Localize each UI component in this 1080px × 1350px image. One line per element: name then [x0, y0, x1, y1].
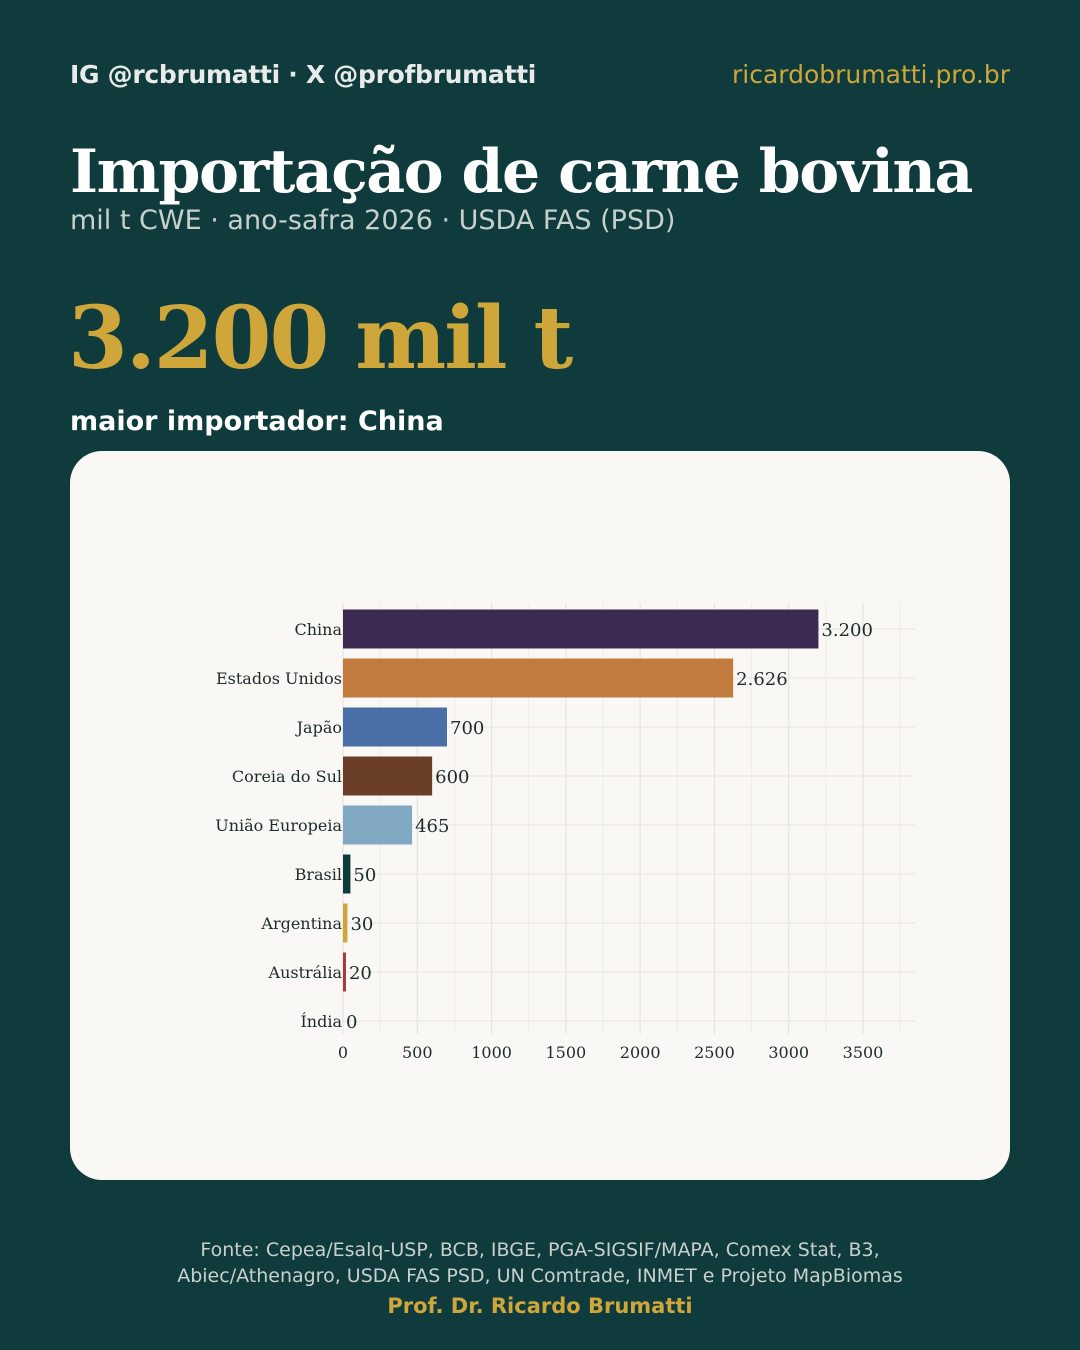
- y-category-label: China: [294, 620, 342, 639]
- y-category-label: Coreia do Sul: [232, 767, 342, 786]
- page-subtitle: mil t CWE · ano-safra 2026 · USDA FAS (P…: [70, 205, 676, 236]
- y-category-label: União Europeia: [215, 816, 342, 835]
- bar-value-label: 600: [435, 767, 469, 788]
- y-category-label: Argentina: [260, 914, 342, 933]
- x-tick-label: 1500: [545, 1043, 586, 1062]
- x-tick-label: 2500: [694, 1043, 735, 1062]
- author-credit: Prof. Dr. Ricardo Brumatti: [387, 1294, 693, 1318]
- chart-card: 0 500 1000 1500 2000 2500 3000 3500 China 3.200 Es…: [70, 451, 1010, 1180]
- x-tick-label: 3500: [843, 1043, 884, 1062]
- x-tick-label: 2000: [620, 1043, 661, 1062]
- y-category-label: Austrália: [268, 963, 343, 982]
- source-line-1: Fonte: Cepea/Esalq-USP, BCB, IBGE, PGA-S…: [200, 1239, 880, 1261]
- x-tick-label: 1000: [471, 1043, 512, 1062]
- website-link[interactable]: ricardobrumatti.pro.br: [731, 60, 1010, 89]
- bar: [343, 707, 447, 747]
- x-tick-label: 0: [338, 1043, 348, 1062]
- bar-value-label: 50: [353, 865, 376, 886]
- page-title: Importação de carne bovina: [70, 137, 973, 207]
- bar-value-label: 30: [350, 914, 373, 935]
- bar: [343, 609, 819, 649]
- bar-value-label: 20: [349, 963, 372, 984]
- bar-value-label: 465: [415, 816, 449, 837]
- y-category-label: Japão: [295, 718, 342, 737]
- y-category-label: Brasil: [295, 865, 342, 884]
- x-tick-label: 3000: [768, 1043, 809, 1062]
- source-note: Fonte: Cepea/Esalq-USP, BCB, IBGE, PGA-S…: [0, 1237, 1080, 1289]
- bar-value-label: 3.200: [821, 620, 873, 641]
- bar: [343, 903, 348, 943]
- bar: [343, 756, 433, 796]
- social-handles: IG @rcbrumatti · X @profbrumatti: [70, 60, 537, 89]
- top-importer-label: maior importador: China: [70, 406, 444, 437]
- bar-value-label: 700: [450, 718, 484, 739]
- x-tick-label: 500: [402, 1043, 433, 1062]
- y-category-label: Estados Unidos: [216, 669, 342, 688]
- bar-value-label: 0: [346, 1012, 357, 1033]
- headline-value: 3.200 mil t: [68, 288, 573, 389]
- bar: [343, 805, 413, 845]
- bar: [343, 854, 351, 894]
- bar: [343, 952, 346, 992]
- bar: [343, 658, 734, 698]
- y-category-label: Índia: [300, 1011, 342, 1031]
- bar-value-label: 2.626: [736, 669, 788, 690]
- source-line-2: Abiec/Athenagro, USDA FAS PSD, UN Comtra…: [177, 1265, 903, 1287]
